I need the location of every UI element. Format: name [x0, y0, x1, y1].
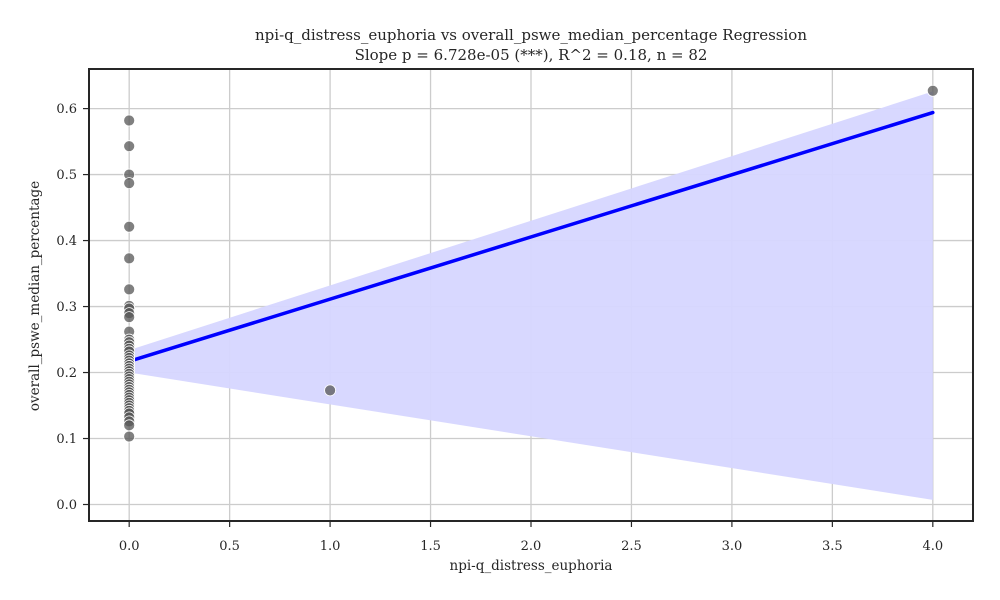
y-axis-ticks: 0.0 0.1 0.2 0.3 0.4 0.5 0.6	[56, 102, 89, 513]
y-tick-label: 0.5	[56, 168, 77, 183]
y-tick-label: 0.2	[56, 366, 77, 381]
y-tick-label: 0.6	[56, 102, 77, 117]
x-tick-label: 1.5	[420, 539, 441, 554]
y-axis-label: overall_pswe_median_percentage	[27, 181, 43, 411]
x-tick-label: 0.5	[219, 539, 240, 554]
data-point	[123, 114, 136, 127]
data-point	[324, 384, 336, 397]
regression-line-layer	[127, 110, 935, 364]
x-tick-label: 2.5	[621, 539, 642, 554]
regression-line	[127, 110, 935, 364]
confidence-band-layer	[129, 91, 933, 500]
x-tick-label: 4.0	[922, 539, 943, 554]
x-tick-label: 1.0	[320, 539, 341, 554]
data-point	[123, 177, 136, 190]
y-tick-label: 0.4	[56, 234, 77, 249]
data-point	[123, 430, 136, 443]
chart-title: npi-q_distress_euphoria vs overall_pswe_…	[255, 26, 807, 44]
x-axis-ticks: 0.0 0.5 1.0 1.5 2.0 2.5 3.0 3.5 4.0	[119, 521, 943, 554]
data-point	[123, 220, 136, 233]
chart-subtitle: Slope p = 6.728e-05 (***), R^2 = 0.18, n…	[355, 46, 708, 64]
data-point	[926, 84, 939, 97]
confidence-band	[129, 91, 933, 500]
data-point	[123, 311, 136, 324]
y-tick-label: 0.3	[56, 300, 77, 315]
x-tick-label: 2.0	[521, 539, 542, 554]
scatter-points	[123, 84, 939, 443]
data-point	[123, 252, 136, 265]
y-tick-label: 0.1	[56, 432, 77, 447]
x-axis-label: npi-q_distress_euphoria	[450, 558, 613, 574]
data-point	[123, 140, 136, 153]
y-tick-label: 0.0	[56, 498, 77, 513]
x-tick-label: 3.5	[822, 539, 843, 554]
x-tick-label: 3.0	[722, 539, 743, 554]
x-tick-label: 0.0	[119, 539, 140, 554]
data-point	[123, 283, 136, 296]
data-point	[123, 419, 136, 432]
